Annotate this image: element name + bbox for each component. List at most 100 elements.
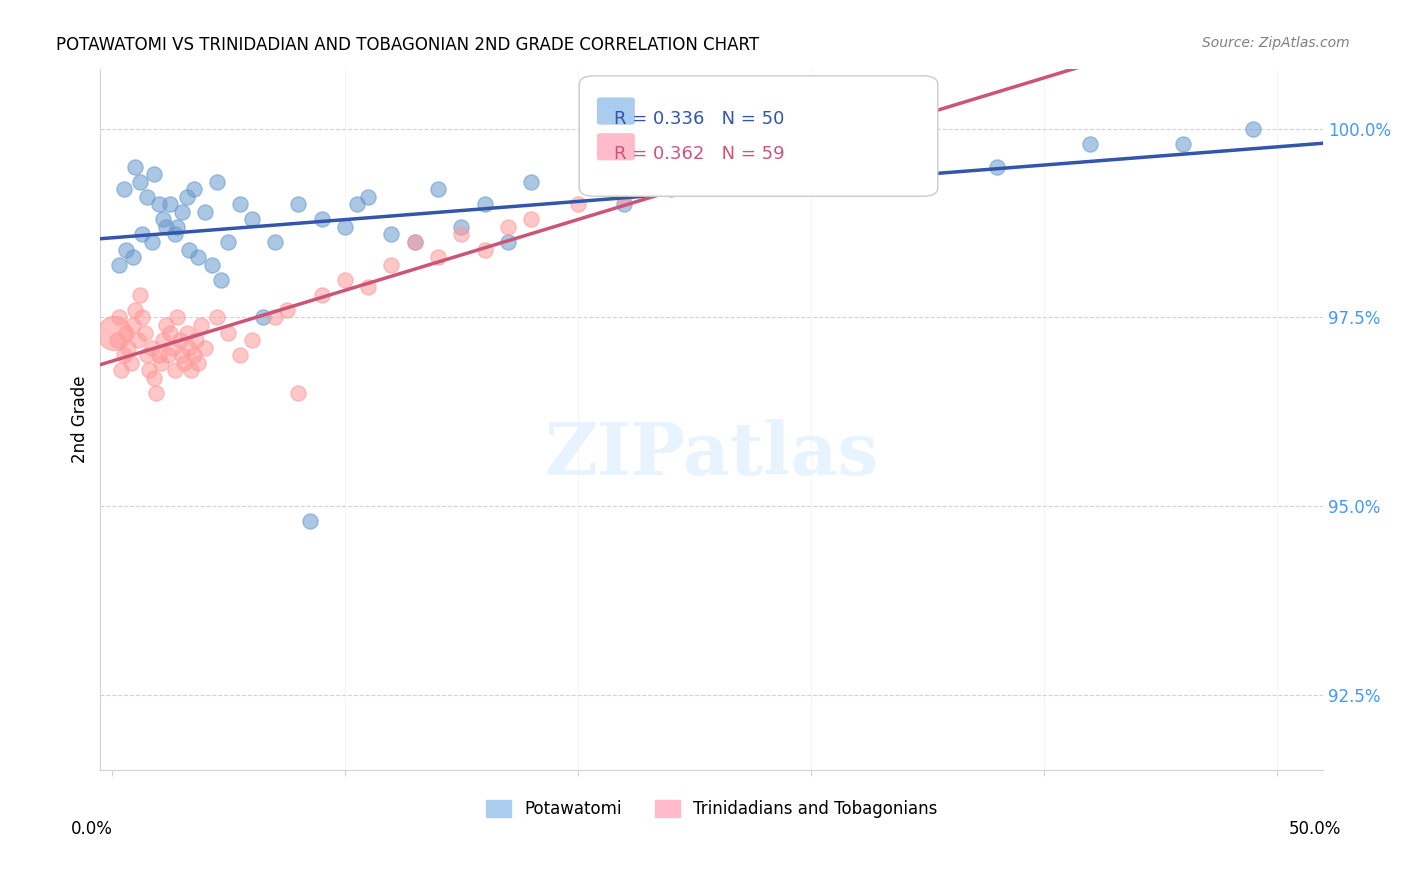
Point	[240, 212, 263, 227]
Point	[108, 310, 131, 325]
Point	[120, 356, 142, 370]
Point	[229, 197, 252, 211]
Point	[240, 333, 263, 347]
Point	[122, 318, 145, 332]
Point	[211, 273, 233, 287]
Point	[152, 212, 174, 227]
Point	[474, 243, 496, 257]
Point	[380, 227, 402, 242]
Point	[800, 160, 823, 174]
Point	[474, 197, 496, 211]
Point	[129, 175, 152, 189]
Point	[115, 326, 138, 340]
Point	[170, 204, 193, 219]
Point	[205, 310, 228, 325]
Point	[287, 385, 309, 400]
Point	[380, 258, 402, 272]
Point	[152, 333, 174, 347]
Point	[986, 160, 1008, 174]
Point	[155, 219, 177, 234]
Point	[357, 280, 380, 294]
Point	[800, 160, 823, 174]
Text: R = 0.336   N = 50: R = 0.336 N = 50	[614, 110, 785, 128]
Point	[162, 341, 184, 355]
Point	[166, 219, 188, 234]
Point	[184, 333, 207, 347]
Point	[404, 235, 426, 249]
Point	[252, 310, 274, 325]
Point	[333, 273, 356, 287]
Point	[105, 333, 128, 347]
Point	[333, 219, 356, 234]
Point	[131, 227, 153, 242]
Point	[156, 348, 179, 362]
Point	[276, 302, 298, 317]
Point	[427, 250, 450, 264]
Text: R = 0.362   N = 59: R = 0.362 N = 59	[614, 145, 785, 163]
Point	[170, 348, 193, 362]
Point	[190, 318, 212, 332]
Point	[131, 310, 153, 325]
Point	[138, 363, 160, 377]
Point	[166, 310, 188, 325]
Point	[136, 190, 159, 204]
Point	[229, 348, 252, 362]
Point	[567, 197, 589, 211]
Point	[427, 182, 450, 196]
Point	[187, 250, 209, 264]
Point	[194, 341, 217, 355]
Point	[169, 333, 191, 347]
Point	[127, 333, 149, 347]
Point	[163, 363, 186, 377]
Point	[108, 258, 131, 272]
Point	[136, 348, 159, 362]
Point	[520, 212, 543, 227]
Point	[159, 197, 181, 211]
Point	[205, 175, 228, 189]
Point	[122, 250, 145, 264]
Point	[141, 235, 163, 249]
Point	[311, 287, 333, 301]
Point	[117, 341, 139, 355]
Point	[217, 326, 239, 340]
Text: POTAWATOMI VS TRINIDADIAN AND TOBAGONIAN 2ND GRADE CORRELATION CHART: POTAWATOMI VS TRINIDADIAN AND TOBAGONIAN…	[56, 36, 759, 54]
Point	[659, 182, 682, 196]
Point	[110, 363, 132, 377]
Point	[187, 356, 209, 370]
Point	[1241, 121, 1264, 136]
Point	[176, 190, 198, 204]
Point	[173, 356, 195, 370]
Point	[1173, 136, 1195, 151]
Point	[496, 219, 519, 234]
Point	[148, 348, 170, 362]
Point	[520, 175, 543, 189]
Point	[264, 310, 287, 325]
Point	[613, 197, 636, 211]
Text: ZIPatlas: ZIPatlas	[544, 419, 879, 490]
Point	[1078, 136, 1101, 151]
Point	[183, 348, 205, 362]
Text: 50.0%: 50.0%	[1288, 820, 1341, 838]
Point	[148, 197, 170, 211]
Point	[159, 326, 181, 340]
Point	[264, 235, 287, 249]
Point	[149, 356, 172, 370]
Point	[176, 326, 198, 340]
Point	[613, 190, 636, 204]
Y-axis label: 2nd Grade: 2nd Grade	[72, 376, 89, 463]
Point	[496, 235, 519, 249]
Point	[155, 318, 177, 332]
Point	[134, 326, 156, 340]
Point	[142, 167, 165, 181]
Point	[141, 341, 163, 355]
Point	[177, 341, 200, 355]
Point	[311, 212, 333, 227]
Point	[201, 258, 224, 272]
Point	[450, 219, 472, 234]
Text: Source: ZipAtlas.com: Source: ZipAtlas.com	[1202, 36, 1350, 50]
Point	[145, 385, 167, 400]
Point	[217, 235, 239, 249]
Point	[450, 227, 472, 242]
Point	[112, 182, 135, 196]
Point	[287, 197, 309, 211]
